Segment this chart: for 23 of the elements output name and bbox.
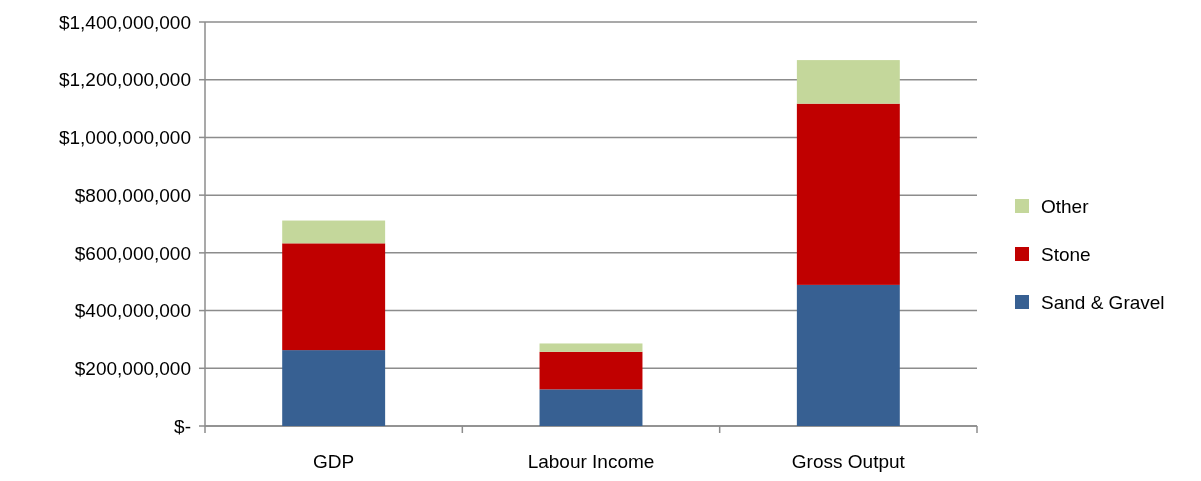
bar — [796, 60, 900, 104]
legend-label: Stone — [1041, 243, 1091, 265]
y-tick-label: $800,000,000 — [74, 184, 191, 206]
bar — [539, 351, 643, 390]
x-tick-label: GDP — [313, 451, 355, 472]
bar — [539, 389, 643, 426]
y-tick-label: $1,000,000,000 — [58, 127, 191, 149]
y-tick-label: $- — [174, 415, 191, 437]
bar — [796, 103, 900, 285]
bar — [539, 343, 643, 352]
y-tick-label: $600,000,000 — [74, 242, 191, 264]
x-tick-label: Labour Income — [527, 451, 655, 472]
y-tick-label: $1,200,000,000 — [58, 69, 191, 91]
y-tick-label: $1,400,000,000 — [58, 11, 191, 33]
y-tick-label: $400,000,000 — [74, 300, 191, 322]
bar — [282, 220, 386, 244]
bar — [282, 243, 386, 351]
y-tick-label: $200,000,000 — [74, 357, 191, 379]
bar — [282, 350, 386, 426]
legend-label: Sand & Gravel — [1041, 291, 1165, 313]
x-tick-label: Gross Output — [791, 451, 906, 472]
legend-label: Other — [1041, 195, 1090, 217]
bar — [796, 284, 900, 426]
